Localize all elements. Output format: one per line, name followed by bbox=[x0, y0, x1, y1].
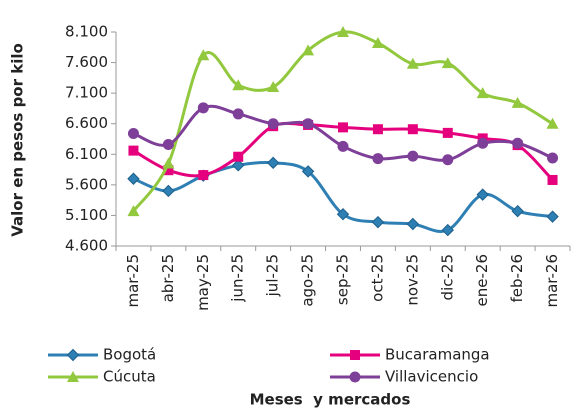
data-point bbox=[233, 151, 244, 162]
data-point bbox=[302, 118, 314, 130]
data-point bbox=[372, 153, 384, 165]
data-point bbox=[197, 49, 210, 61]
series-line bbox=[132, 104, 554, 162]
data-point bbox=[441, 57, 454, 69]
data-point bbox=[232, 79, 245, 91]
data-point bbox=[337, 26, 349, 37]
data-point bbox=[302, 44, 315, 56]
data-point bbox=[232, 159, 245, 172]
legend-marker bbox=[349, 371, 361, 383]
data-point bbox=[547, 174, 558, 185]
y-tick-label: 5.100 bbox=[65, 206, 108, 224]
legend-marker bbox=[66, 348, 80, 362]
y-tick-label: 7.100 bbox=[65, 84, 108, 102]
data-point bbox=[476, 87, 489, 99]
data-point bbox=[546, 210, 559, 223]
legend-label: Cúcuta bbox=[103, 368, 156, 386]
data-point bbox=[232, 108, 244, 120]
y-tick-label: 5.600 bbox=[65, 175, 108, 193]
y-tick-label: 6.100 bbox=[65, 145, 108, 163]
data-point bbox=[477, 137, 489, 149]
legend-label: Villavicencio bbox=[385, 368, 478, 386]
x-tick-label: sep-25 bbox=[334, 254, 352, 305]
legend-label: Bucaramanga bbox=[385, 346, 490, 364]
data-point bbox=[371, 37, 384, 49]
data-point bbox=[162, 184, 175, 198]
data-point bbox=[512, 137, 524, 149]
data-point bbox=[547, 152, 559, 164]
x-tick-label: jul-25 bbox=[264, 254, 282, 297]
data-point bbox=[197, 102, 209, 114]
data-point bbox=[442, 127, 453, 138]
data-point bbox=[198, 170, 209, 181]
legend-marker bbox=[67, 371, 79, 382]
data-point bbox=[266, 156, 280, 170]
data-point bbox=[546, 117, 559, 129]
data-point bbox=[338, 122, 348, 133]
x-tick-label: dic-25 bbox=[438, 254, 456, 300]
x-tick-label: jun-25 bbox=[229, 254, 247, 303]
data-point bbox=[267, 118, 279, 130]
y-tick-label: 4.600 bbox=[65, 237, 108, 255]
data-point bbox=[407, 124, 418, 135]
series-line bbox=[132, 30, 554, 213]
legend-label: Bogotá bbox=[103, 346, 156, 364]
y-tick-label: 7.600 bbox=[65, 53, 108, 71]
x-tick-label: ene-26 bbox=[473, 254, 491, 306]
y-tick-label: 8.100 bbox=[65, 23, 108, 41]
y-tick-label: 6.600 bbox=[65, 114, 108, 132]
data-point bbox=[441, 223, 454, 237]
x-tick-label: ago-25 bbox=[299, 254, 317, 307]
data-point bbox=[301, 165, 315, 178]
data-point bbox=[372, 124, 383, 135]
x-tick-label: feb-26 bbox=[508, 254, 526, 303]
data-point bbox=[511, 204, 524, 218]
x-tick-label: abr-25 bbox=[159, 254, 177, 302]
data-point bbox=[406, 217, 420, 231]
x-tick-label: nov-25 bbox=[403, 254, 421, 306]
data-point bbox=[127, 205, 140, 217]
data-point bbox=[127, 127, 139, 139]
x-tick-label: mar-25 bbox=[124, 254, 142, 308]
data-point bbox=[371, 215, 385, 229]
data-point bbox=[162, 157, 175, 169]
legend-marker bbox=[350, 350, 360, 360]
data-point bbox=[406, 57, 419, 69]
data-point bbox=[128, 145, 139, 156]
x-axis-title: Meses y mercados bbox=[250, 391, 411, 409]
data-point bbox=[336, 207, 350, 221]
x-tick-label: oct-25 bbox=[368, 254, 386, 302]
data-point bbox=[162, 139, 174, 151]
x-tick-label: may-25 bbox=[194, 254, 212, 311]
data-point bbox=[442, 154, 454, 166]
data-point bbox=[511, 96, 524, 108]
data-point bbox=[267, 81, 280, 93]
data-point bbox=[407, 150, 419, 162]
data-point bbox=[163, 165, 174, 176]
data-point bbox=[127, 172, 140, 185]
data-point bbox=[476, 188, 489, 201]
data-point bbox=[337, 140, 349, 152]
y-axis-title: Valor en pesos por kilo bbox=[9, 43, 27, 237]
series-line bbox=[132, 160, 553, 233]
x-tick-label: mar-26 bbox=[543, 254, 561, 308]
